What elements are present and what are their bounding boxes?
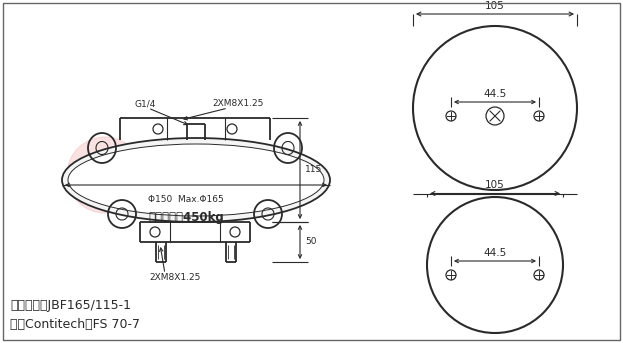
Text: 115: 115 bbox=[305, 166, 322, 175]
Text: 产品型号：JBF165/115-1: 产品型号：JBF165/115-1 bbox=[10, 298, 131, 311]
Circle shape bbox=[427, 197, 563, 333]
Circle shape bbox=[446, 270, 456, 280]
Circle shape bbox=[534, 270, 544, 280]
Circle shape bbox=[446, 111, 456, 121]
Text: 50: 50 bbox=[305, 237, 316, 247]
Text: 105: 105 bbox=[485, 1, 505, 11]
Text: 2XM8X1.25: 2XM8X1.25 bbox=[212, 99, 264, 108]
Circle shape bbox=[534, 111, 544, 121]
Circle shape bbox=[153, 124, 163, 134]
Circle shape bbox=[227, 124, 237, 134]
Text: MATSONA SHOCK ABSORBER CO.,LTD: MATSONA SHOCK ABSORBER CO.,LTD bbox=[175, 184, 317, 192]
Text: ®: ® bbox=[94, 167, 102, 177]
Text: 105: 105 bbox=[485, 180, 505, 190]
Text: Φ150  Max.Φ165: Φ150 Max.Φ165 bbox=[148, 196, 224, 204]
Text: 最大承载：450kg: 最大承载：450kg bbox=[148, 212, 224, 225]
Circle shape bbox=[486, 107, 504, 125]
Text: 44.5: 44.5 bbox=[483, 248, 506, 258]
Text: 联系电话：021-6155 911，QQ：1516483116，微信可扫码: 联系电话：021-6155 911，QQ：1516483116，微信可扫码 bbox=[156, 199, 297, 205]
Text: 44.5: 44.5 bbox=[483, 89, 506, 99]
Text: G1/4: G1/4 bbox=[135, 99, 156, 108]
Circle shape bbox=[230, 227, 240, 237]
Ellipse shape bbox=[68, 144, 324, 216]
Circle shape bbox=[150, 227, 160, 237]
Text: 对应Contitech：FS 70-7: 对应Contitech：FS 70-7 bbox=[10, 319, 140, 331]
Text: 2XM8X1.25: 2XM8X1.25 bbox=[150, 273, 201, 283]
Ellipse shape bbox=[62, 138, 330, 222]
Text: 上海松夏减震器有限公司: 上海松夏减震器有限公司 bbox=[192, 167, 260, 177]
Circle shape bbox=[413, 26, 577, 190]
Circle shape bbox=[67, 137, 143, 213]
